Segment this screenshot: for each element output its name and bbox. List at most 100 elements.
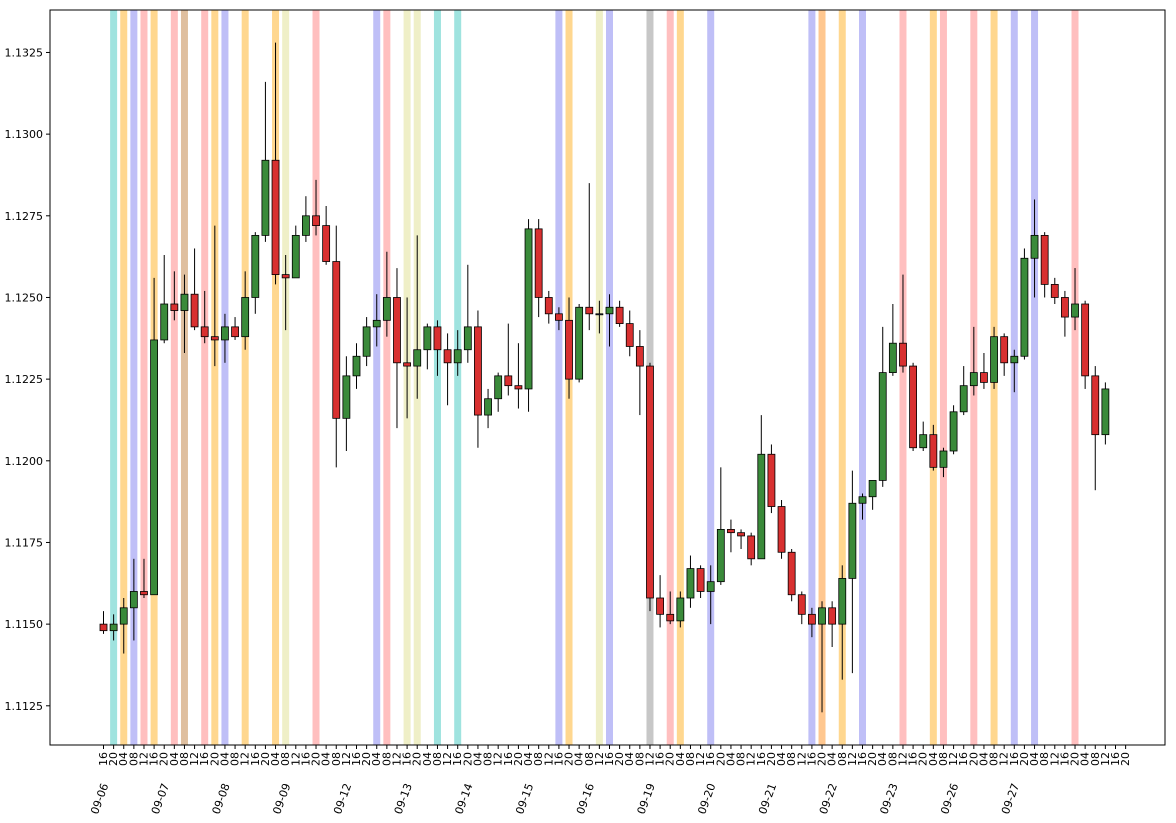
candle-body xyxy=(524,228,533,390)
candle-body xyxy=(787,551,796,596)
x-hour-label: 04 xyxy=(1028,752,1041,766)
x-hour-label: 12 xyxy=(289,752,302,766)
candle-body xyxy=(332,261,341,419)
y-tick-label: 1.1250 xyxy=(5,291,44,304)
x-hour-label: 16 xyxy=(704,752,717,766)
x-hour-label: 04 xyxy=(269,752,282,766)
plot-frame xyxy=(49,9,1166,746)
candle-body xyxy=(575,306,584,380)
x-hour-label: 16 xyxy=(552,752,565,766)
x-hour-label: 20 xyxy=(310,752,323,766)
candle-body xyxy=(271,159,280,275)
x-date-label: 09-12 xyxy=(331,782,354,816)
highlight-band xyxy=(120,10,128,745)
candle-body xyxy=(534,228,543,298)
highlight-band xyxy=(373,10,381,745)
x-hour-label: 12 xyxy=(998,752,1011,766)
y-tick-label: 1.1125 xyxy=(5,700,44,713)
x-hour-label: 16 xyxy=(401,752,414,766)
x-date-label: 09-13 xyxy=(392,782,415,816)
highlight-band xyxy=(433,10,441,745)
candle-body xyxy=(646,365,654,599)
candle-body xyxy=(878,372,887,481)
x-hour-label: 20 xyxy=(765,752,778,766)
candle-body xyxy=(160,303,169,341)
candle-body xyxy=(555,313,563,321)
x-hour-label: 08 xyxy=(684,752,697,766)
candle-body xyxy=(1050,283,1059,298)
x-hour-label: 16 xyxy=(755,752,768,766)
x-hour-label: 08 xyxy=(988,752,1001,766)
y-tick-label: 1.1175 xyxy=(5,536,44,549)
x-date-label: 09-15 xyxy=(513,782,536,816)
highlight-band xyxy=(1071,10,1079,745)
x-hour-label: 16 xyxy=(603,752,616,766)
y-tick-label: 1.1225 xyxy=(5,373,44,386)
candle-body xyxy=(615,306,624,324)
x-hour-label: 04 xyxy=(775,752,788,766)
x-hour-label: 20 xyxy=(1119,752,1132,766)
x-hour-label: 08 xyxy=(431,752,444,766)
candle-body xyxy=(413,349,422,367)
candle-body xyxy=(635,346,644,367)
candle-body xyxy=(939,450,948,468)
x-hour-label: 04 xyxy=(573,752,586,766)
candle-body xyxy=(868,479,877,498)
candle-body xyxy=(899,342,907,367)
highlight-band xyxy=(383,10,391,745)
highlight-band xyxy=(282,10,290,745)
x-hour-label: 20 xyxy=(613,752,626,766)
highlight-band xyxy=(595,10,603,745)
candle-body xyxy=(990,336,998,383)
x-hour-label: 16 xyxy=(1109,752,1122,766)
x-hour-label: 20 xyxy=(816,752,829,766)
candle-body xyxy=(241,297,250,338)
candle-body xyxy=(838,578,847,625)
x-hour-label: 16 xyxy=(198,752,211,766)
x-hour-label: 20 xyxy=(208,752,221,766)
candle-body xyxy=(463,326,472,351)
x-hour-label: 12 xyxy=(188,752,201,766)
candle-body xyxy=(980,372,988,383)
candle-body xyxy=(190,293,199,328)
candle-body xyxy=(1000,336,1009,364)
candle-body xyxy=(291,234,300,279)
highlight-band xyxy=(211,10,219,745)
x-hour-label: 20 xyxy=(512,752,525,766)
x-hour-label: 08 xyxy=(937,752,950,766)
candle-body xyxy=(484,398,492,416)
highlight-band xyxy=(808,10,816,745)
x-hour-label: 20 xyxy=(259,752,272,766)
candle-body xyxy=(888,342,897,374)
candle-body xyxy=(352,355,361,377)
candle-body xyxy=(129,591,138,609)
x-hour-label: 16 xyxy=(249,752,262,766)
candle-body xyxy=(251,234,260,298)
x-hour-label: 08 xyxy=(482,752,495,766)
x-hour-label: 04 xyxy=(977,752,990,766)
candle-body xyxy=(544,297,553,315)
x-hour-label: 08 xyxy=(1038,752,1051,766)
x-hour-label: 08 xyxy=(886,752,899,766)
x-hour-label: 04 xyxy=(927,752,940,766)
x-hour-label: 04 xyxy=(168,752,181,766)
candle-body xyxy=(322,225,331,262)
candle-body xyxy=(706,581,715,592)
candle-body xyxy=(595,313,604,316)
candle-body xyxy=(727,529,735,534)
x-hour-label: 08 xyxy=(735,752,748,766)
x-hour-label: 12 xyxy=(745,752,758,766)
candle-body xyxy=(1020,257,1029,357)
x-hour-label: 16 xyxy=(805,752,818,766)
x-hour-label: 16 xyxy=(654,752,667,766)
x-hour-label: 04 xyxy=(117,752,130,766)
candle-body xyxy=(393,297,401,364)
highlight-band xyxy=(454,10,462,745)
candle-body xyxy=(210,336,219,341)
candle-body xyxy=(1010,355,1019,364)
x-hour-label: 08 xyxy=(127,752,140,766)
x-hour-label: 20 xyxy=(158,752,171,766)
highlight-band xyxy=(201,10,209,745)
candle-body xyxy=(231,326,239,338)
